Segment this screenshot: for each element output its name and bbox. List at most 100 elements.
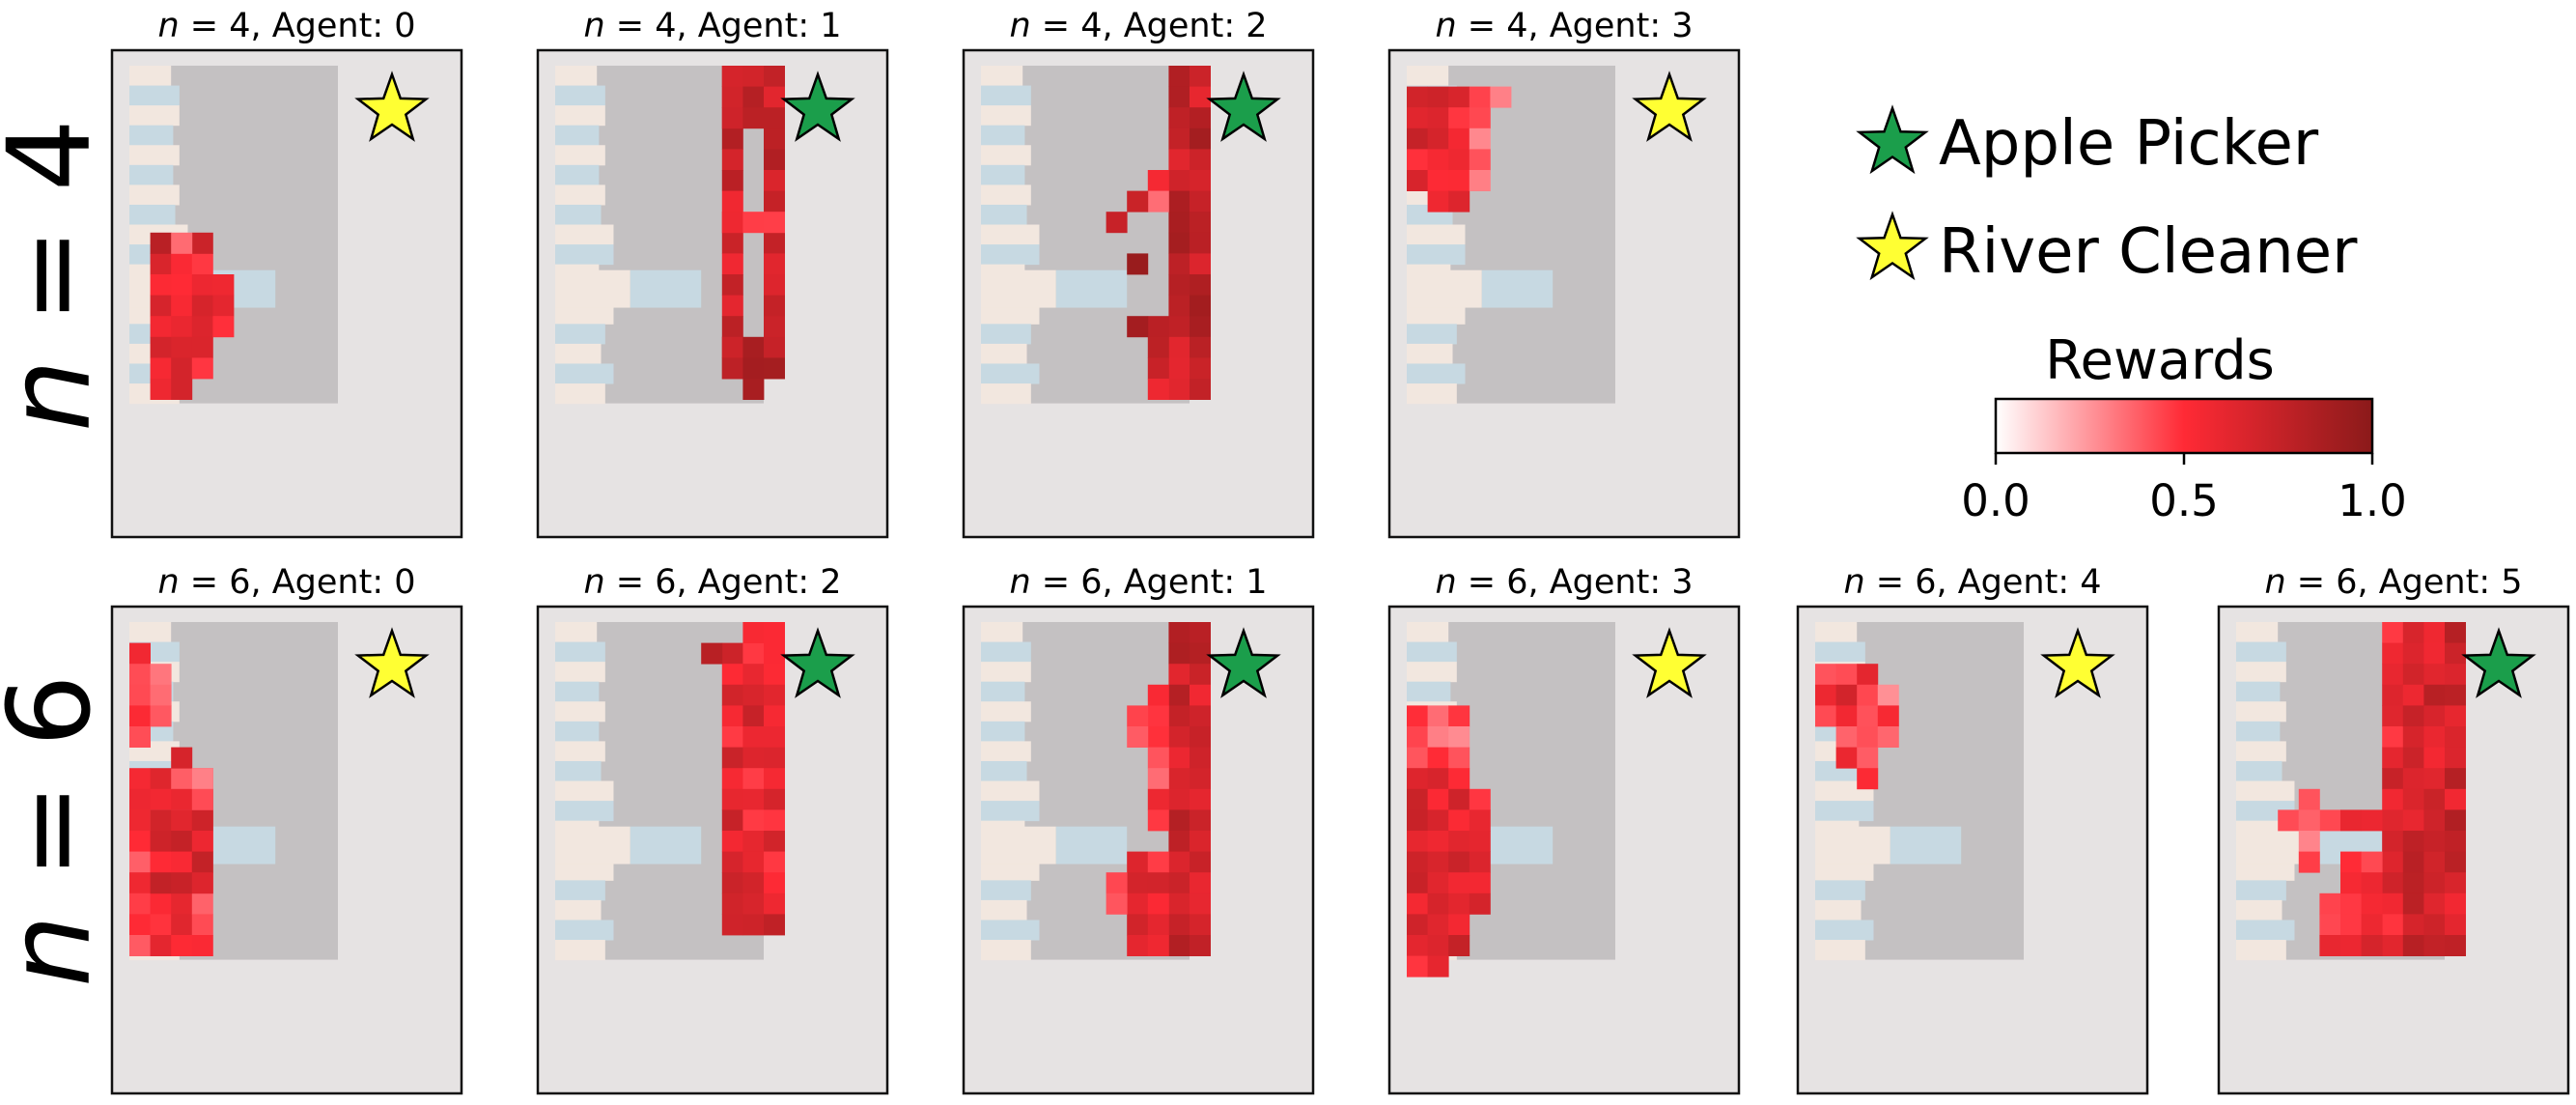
reward-cell (2423, 872, 2446, 894)
river-cleaner-star-icon (354, 627, 430, 698)
reward-cell (191, 851, 213, 873)
reward-cell (1168, 128, 1190, 150)
reward-cell (2382, 831, 2404, 852)
panel-1-0: n = 6, Agent: 0 (110, 563, 463, 1095)
river-stripe (981, 920, 1040, 941)
reward-cell (1835, 747, 1858, 769)
reward-cell (1469, 872, 1491, 894)
reward-cell (171, 316, 193, 338)
reward-cell (150, 892, 172, 915)
river-stripe (555, 145, 605, 166)
reward-cell (150, 914, 172, 936)
river-stripe (2236, 760, 2282, 782)
reward-cell (1448, 128, 1470, 150)
river-inlet-blue (1890, 826, 1962, 864)
reward-cell (2382, 642, 2404, 665)
reward-cell (2340, 809, 2362, 832)
colorbar-gradient (1994, 397, 2374, 455)
reward-cell (2402, 642, 2424, 665)
river-stripe (555, 701, 605, 722)
panel-title-text: = 6, Agent: 2 (605, 563, 842, 602)
river-stripe (1407, 224, 1466, 245)
reward-cell (2319, 892, 2341, 915)
reward-cell (1168, 664, 1190, 686)
reward-cell (1427, 726, 1449, 748)
reward-cell (1448, 107, 1470, 129)
reward-cell (721, 831, 743, 852)
reward-cell (2423, 831, 2446, 852)
reward-cell (721, 851, 743, 873)
reward-cell (1127, 726, 1149, 748)
reward-cell (2298, 788, 2320, 810)
row-label-n6: n = 6 (0, 674, 116, 987)
reward-cell (742, 768, 765, 790)
reward-cell (150, 336, 172, 358)
river-inlet-light (1407, 269, 1482, 308)
reward-cell (129, 684, 151, 706)
reward-cell (742, 788, 765, 810)
river-stripe (981, 125, 1025, 146)
reward-cell (1857, 705, 1879, 727)
reward-cell (1168, 232, 1190, 254)
reward-cell (171, 788, 193, 810)
river-stripe (981, 244, 1040, 266)
river-inlet-blue (630, 269, 702, 308)
reward-cell (150, 851, 172, 873)
river-stripe (981, 324, 1031, 345)
reward-cell (1147, 914, 1169, 936)
reward-cell (1407, 726, 1428, 748)
river-stripe (2236, 701, 2286, 722)
reward-cell (2298, 809, 2320, 832)
reward-cell (2402, 892, 2424, 915)
reward-cell (191, 872, 213, 894)
river-stripe (129, 622, 172, 643)
reward-cell (1190, 86, 1211, 108)
reward-cell (2382, 935, 2404, 956)
reward-cell (2402, 851, 2424, 873)
reward-cell (742, 705, 765, 727)
reward-cell (1427, 872, 1449, 894)
reward-cell (191, 316, 213, 338)
reward-cell (721, 809, 743, 832)
reward-cell (764, 212, 785, 234)
reward-cell (721, 892, 743, 915)
reward-cell (191, 809, 213, 832)
panel-title-text: = 4, Agent: 3 (1457, 7, 1694, 45)
river-stripe (1815, 860, 1874, 881)
reward-cell (2402, 768, 2424, 790)
reward-cell (2402, 935, 2424, 956)
river-stripe (555, 860, 614, 881)
reward-cell (1168, 274, 1190, 296)
reward-cell (1407, 149, 1428, 171)
river-stripe (555, 324, 605, 345)
reward-cell (1427, 788, 1449, 810)
river-stripe (2236, 920, 2295, 941)
panel-title-var: n (1009, 7, 1030, 45)
reward-cell (171, 379, 193, 400)
reward-cell (191, 357, 213, 380)
river-stripe (1407, 681, 1451, 702)
reward-cell (1147, 316, 1169, 338)
panel-title-var: n (2264, 563, 2285, 602)
reward-cell (1147, 935, 1169, 956)
reward-cell (1190, 128, 1211, 150)
reward-cell (1407, 955, 1428, 978)
reward-cell (1407, 935, 1428, 956)
river-stripe (555, 662, 605, 683)
reward-cell (1147, 747, 1169, 769)
reward-cell (2445, 622, 2466, 643)
reward-cell (1448, 809, 1470, 832)
reward-cell (721, 747, 743, 769)
reward-cell (1190, 212, 1211, 234)
panel-title-var: n (1435, 563, 1456, 602)
legend: Apple Picker River Cleaner (1856, 104, 2358, 288)
reward-cell (2445, 788, 2466, 810)
reward-cell (764, 788, 785, 810)
reward-cell (764, 705, 785, 727)
river-stripe (1815, 622, 1858, 643)
reward-cell (191, 892, 213, 915)
panel-title: n = 4, Agent: 3 (1435, 7, 1693, 45)
reward-cell (2423, 747, 2446, 769)
river-stripe (1815, 801, 1874, 822)
reward-cell (150, 705, 172, 727)
